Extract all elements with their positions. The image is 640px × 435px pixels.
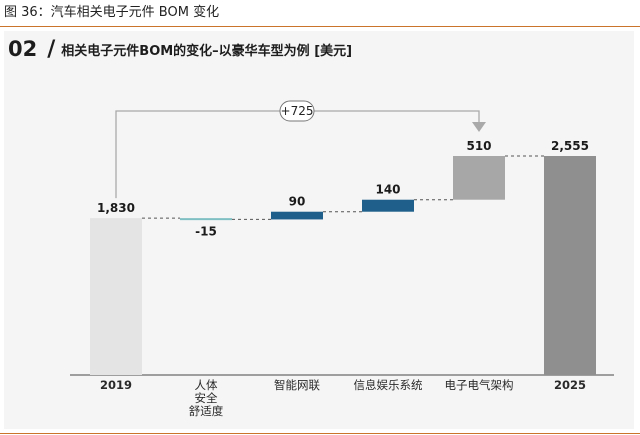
data-label: 1,830 <box>97 201 135 215</box>
waterfall-bar <box>271 211 323 220</box>
bottom-rule <box>0 433 640 434</box>
figure-caption: 图 36：汽车相关电子元件 BOM 变化 <box>4 5 220 20</box>
category-label: 2025 <box>554 378 586 392</box>
arrowhead-icon <box>472 122 486 132</box>
chart-title: 相关电子元件BOM的变化–以豪华车型为例 [美元] <box>61 43 353 59</box>
category-label: 安全 <box>195 391 218 405</box>
data-label: 140 <box>375 183 400 197</box>
category-label: 信息娱乐系统 <box>354 378 423 392</box>
section-number: 02 <box>8 37 38 61</box>
waterfall-bar <box>544 156 596 375</box>
category-label: 电子电气架构 <box>445 378 514 392</box>
section-slash: / <box>47 36 56 62</box>
waterfall-bar <box>362 199 414 212</box>
data-label: 90 <box>289 195 306 209</box>
waterfall-bar <box>453 156 505 200</box>
chart-header: 02 / 相关电子元件BOM的变化–以豪华车型为例 [美元] <box>8 36 353 62</box>
data-label: -15 <box>195 224 217 238</box>
data-label: 510 <box>466 139 491 153</box>
bracket-line <box>115 110 480 199</box>
top-rule <box>0 26 640 27</box>
data-label: 2,555 <box>551 139 589 153</box>
annotation-pill <box>279 100 315 122</box>
category-label: 人体 <box>195 378 218 392</box>
waterfall-bar <box>90 218 142 375</box>
annotation-label: +725 <box>281 104 314 118</box>
category-label: 舒适度 <box>189 404 224 418</box>
waterfall-bar <box>180 218 232 221</box>
category-label: 2019 <box>100 378 132 392</box>
category-label: 智能网联 <box>274 378 320 392</box>
